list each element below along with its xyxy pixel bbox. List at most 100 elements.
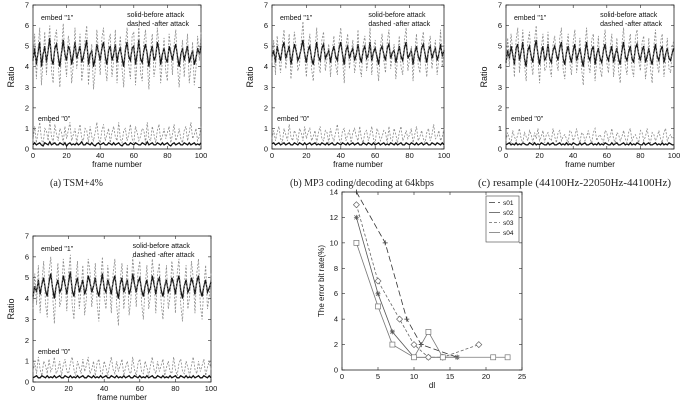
series-embed0-dashed (271, 124, 445, 145)
y-tick-label: 3 (25, 315, 29, 324)
y-tick-label: 5 (498, 42, 502, 51)
y-tick-label: 12 (330, 213, 338, 222)
marker-s02 (353, 214, 359, 220)
marker-s04 (375, 303, 381, 310)
chart-a: 0 20 40 60 80 100 0 1 2 3 4 5 6 7 frame number Ratio emb… (6, 1, 207, 170)
y-axis-label: The error bit rate(%) (317, 245, 326, 317)
x-tick-label: 60 (371, 151, 379, 160)
x-axis-label: frame number (92, 160, 142, 169)
legend-solid-text: solid-before attack (127, 12, 185, 19)
y-tick-label: 6 (25, 252, 29, 261)
x-tick-label: 40 (337, 151, 345, 160)
annotation-embed-1: embed "1" (41, 15, 74, 22)
x-tick-label: 10 (410, 372, 418, 381)
y-tick-label: 5 (25, 273, 29, 282)
x-tick-label: 0 (31, 384, 35, 393)
y-axis-label: Ratio (245, 66, 255, 87)
x-axis-label: frame number (333, 160, 383, 169)
y-tick-label: 6 (498, 21, 502, 30)
series-embed1-solid (505, 39, 675, 67)
x-axis-label: frame number (565, 160, 615, 169)
marker-s04 (389, 341, 396, 348)
x-tick-label: 5 (376, 372, 380, 381)
y-axis-label: Ratio (479, 66, 489, 87)
series-embed1-dashed (32, 23, 202, 90)
marker-s04 (353, 240, 360, 246)
y-tick-label: 0 (498, 145, 502, 154)
x-tick-label: 60 (136, 384, 144, 393)
y-tick-label: 14 (330, 188, 338, 197)
x-tick-label: 100 (205, 384, 218, 393)
y-tick-label: 3 (264, 83, 268, 92)
legend-dashed-text: dashed -after attack (368, 21, 430, 28)
chart-e: 0 5 10 15 20 25 0 2 4 6 8 10 12 14 dl The error bit rat… (317, 188, 526, 391)
y-tick-label: 6 (334, 289, 338, 298)
marker-s01 (382, 240, 388, 246)
marker-s04 (490, 354, 497, 361)
marker-s03 (475, 341, 483, 349)
y-tick-label: 10 (330, 238, 338, 247)
y-tick-label: 3 (498, 83, 502, 92)
y-tick-label: 1 (25, 124, 29, 133)
y-axis-label: Ratio (6, 66, 16, 87)
y-tick-label: 5 (25, 42, 29, 51)
y-tick-label: 3 (25, 83, 29, 92)
y-tick-label: 4 (25, 62, 29, 71)
y-tick-label: 6 (25, 21, 29, 30)
x-tick-label: 0 (504, 151, 508, 160)
y-tick-label: 1 (498, 124, 502, 133)
marker-s03 (396, 315, 404, 323)
marker-s03 (424, 353, 432, 361)
x-tick-label: 40 (100, 384, 108, 393)
marker-s04 (504, 354, 511, 361)
legend-label-s03: s03 (503, 220, 514, 227)
x-tick-label: 60 (603, 151, 611, 160)
marker-s03 (410, 341, 418, 349)
chart-b: 0 20 40 60 80 100 0 1 2 3 4 5 6 7 frame number Ratio emb… (245, 1, 450, 170)
x-tick-label: 20 (535, 151, 543, 160)
y-tick-label: 2 (334, 340, 338, 349)
annotation-embed-1: embed "1" (514, 15, 547, 22)
y-axis-label: Ratio (6, 298, 16, 319)
marker-s04 (425, 329, 432, 335)
x-tick-label: 60 (130, 151, 138, 160)
marker-s04 (439, 354, 446, 361)
y-tick-label: 7 (264, 1, 268, 10)
y-tick-label: 7 (25, 1, 29, 10)
x-tick-label: 20 (62, 151, 70, 160)
legend-solid-text: solid-before attack (368, 12, 426, 19)
series-embed0-dashed (32, 120, 202, 145)
y-tick-label: 2 (25, 103, 29, 112)
plot-frame (505, 4, 675, 150)
y-tick-label: 4 (264, 62, 268, 71)
plot-frame (271, 4, 445, 150)
legend-dashed-text: dashed -after attack (127, 21, 189, 28)
y-tick-label: 1 (25, 357, 29, 366)
chart-c: 0 20 40 60 80 100 0 1 2 3 4 5 6 7 frame number Ratio emb… (479, 1, 680, 170)
series-embed0-solid (32, 374, 212, 379)
x-tick-label: 80 (171, 384, 179, 393)
y-tick-label: 0 (334, 366, 338, 375)
y-tick-label: 2 (498, 103, 502, 112)
marker-s01 (404, 316, 410, 322)
series-s04 (356, 242, 508, 358)
x-tick-label: 0 (31, 151, 35, 160)
marker-s02 (389, 329, 395, 335)
legend-label-s01: s01 (503, 200, 514, 207)
legend-label-s04: s04 (503, 230, 514, 237)
x-tick-label: 15 (446, 372, 454, 381)
y-tick-label: 2 (264, 103, 268, 112)
y-tick-label: 4 (498, 62, 502, 71)
legend-dashed-text: dashed -after attack (600, 21, 662, 28)
x-tick-label: 80 (405, 151, 413, 160)
y-tick-label: 0 (25, 378, 29, 387)
x-tick-label: 25 (518, 372, 526, 381)
series-embed1-dashed (32, 254, 212, 326)
x-tick-label: 40 (569, 151, 577, 160)
annotation-embed-0: embed "0" (38, 349, 71, 356)
y-tick-label: 0 (25, 145, 29, 154)
y-tick-label: 4 (334, 315, 338, 324)
series-embed1-dashed (271, 21, 445, 84)
legend-solid-text: solid-before attack (600, 12, 658, 19)
